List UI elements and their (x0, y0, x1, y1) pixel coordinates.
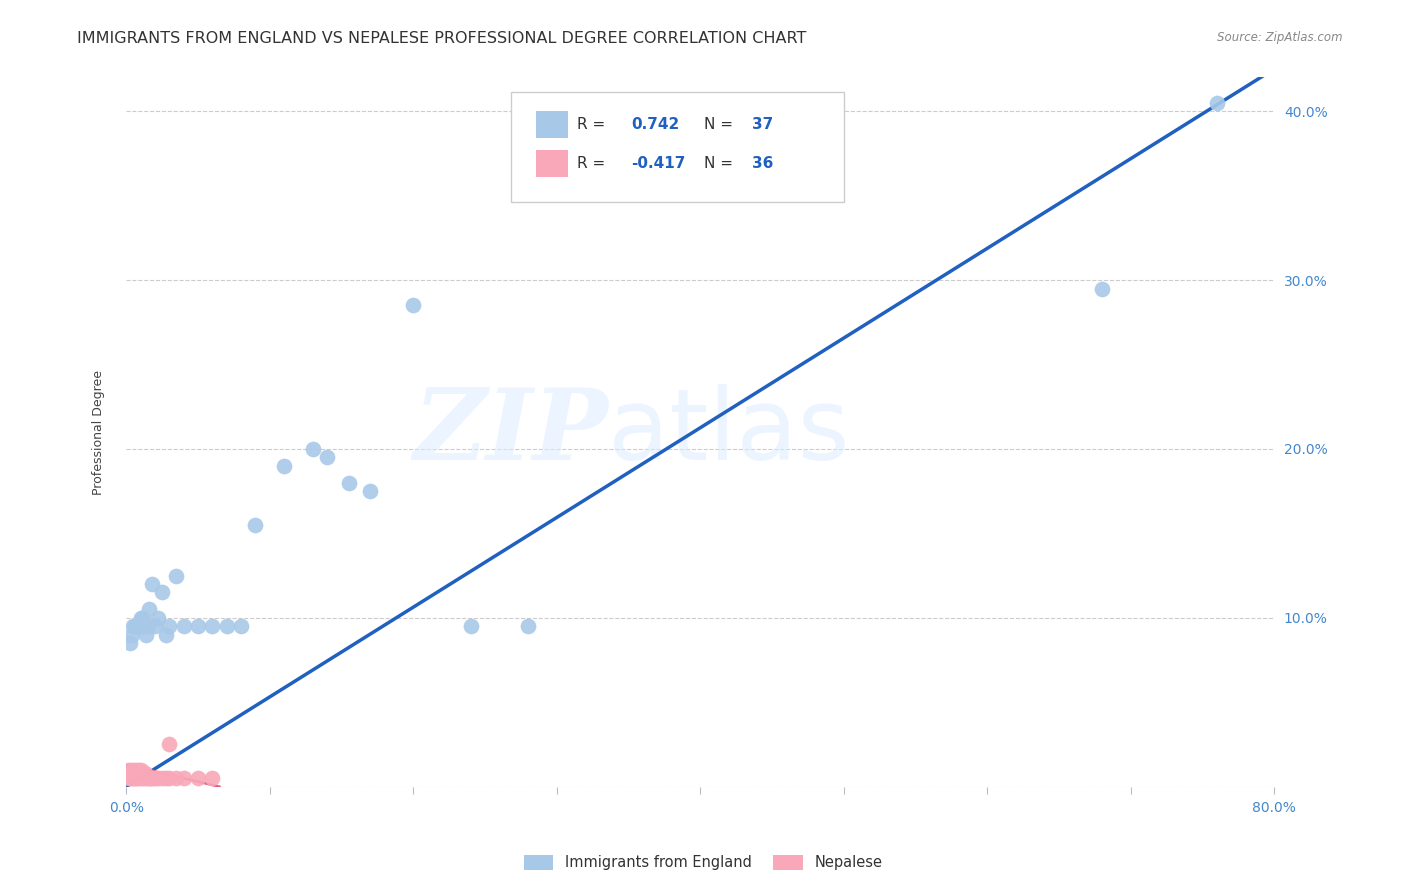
Y-axis label: Professional Degree: Professional Degree (93, 369, 105, 494)
Point (129, 771, 152, 785)
Point (201, 619, 224, 633)
Point (134, 766, 156, 780)
Point (138, 602, 160, 616)
Point (124, 771, 146, 785)
Point (229, 619, 252, 633)
Point (132, 619, 155, 633)
Point (157, 738, 180, 752)
Point (125, 771, 148, 785)
Point (301, 442, 323, 456)
Point (135, 771, 157, 785)
Point (460, 619, 482, 633)
Point (245, 517, 267, 532)
Point (129, 763, 152, 777)
Point (150, 585, 173, 599)
Point (316, 450, 339, 465)
Point (337, 475, 360, 490)
Text: N =: N = (703, 117, 738, 132)
Point (138, 771, 160, 785)
Text: N =: N = (703, 156, 738, 170)
Point (141, 577, 163, 591)
Point (201, 771, 224, 785)
Point (187, 771, 209, 785)
FancyBboxPatch shape (536, 111, 568, 137)
Point (155, 771, 177, 785)
Point (127, 771, 149, 785)
Text: atlas: atlas (609, 384, 851, 481)
Point (124, 763, 146, 777)
Point (129, 611, 152, 625)
Text: ZIP: ZIP (413, 384, 609, 480)
Legend: Immigrants from England, Nepalese: Immigrants from England, Nepalese (517, 848, 889, 876)
Point (127, 619, 149, 633)
Point (135, 628, 157, 642)
Point (127, 763, 149, 777)
Point (128, 766, 150, 780)
Point (134, 619, 156, 633)
FancyBboxPatch shape (510, 92, 844, 202)
Point (155, 628, 177, 642)
Point (173, 619, 195, 633)
Point (121, 763, 143, 777)
Text: R =: R = (578, 156, 610, 170)
Point (136, 619, 159, 633)
Text: R =: R = (578, 117, 610, 132)
Point (141, 771, 163, 785)
Point (143, 619, 166, 633)
Point (120, 771, 142, 785)
Point (131, 766, 153, 780)
Point (165, 568, 187, 582)
Point (187, 619, 209, 633)
Point (516, 619, 538, 633)
Point (1091, 281, 1114, 295)
Text: 0.742: 0.742 (631, 117, 679, 132)
FancyBboxPatch shape (536, 150, 568, 177)
Point (120, 636, 142, 650)
Text: Source: ZipAtlas.com: Source: ZipAtlas.com (1218, 31, 1343, 45)
Point (150, 771, 173, 785)
Point (122, 619, 145, 633)
Point (117, 766, 139, 780)
Point (157, 771, 180, 785)
Point (132, 771, 155, 785)
Point (124, 619, 146, 633)
Point (121, 628, 143, 642)
Text: 36: 36 (752, 156, 773, 170)
Text: IMMIGRANTS FROM ENGLAND VS NEPALESE PROFESSIONAL DEGREE CORRELATION CHART: IMMIGRANTS FROM ENGLAND VS NEPALESE PROF… (77, 31, 807, 46)
Point (122, 771, 145, 785)
Point (273, 458, 295, 473)
Point (402, 298, 425, 312)
Point (121, 771, 143, 785)
Point (136, 771, 159, 785)
Point (128, 619, 150, 633)
Point (1205, 95, 1227, 110)
Point (146, 771, 169, 785)
Point (165, 771, 187, 785)
Text: -0.417: -0.417 (631, 156, 686, 170)
Point (125, 619, 148, 633)
Point (359, 484, 381, 499)
Point (139, 771, 162, 785)
Point (143, 771, 166, 785)
Point (215, 619, 238, 633)
Point (157, 619, 180, 633)
Point (118, 771, 141, 785)
Point (146, 611, 169, 625)
Point (125, 766, 148, 780)
Point (118, 763, 141, 777)
Point (131, 611, 153, 625)
Point (122, 766, 145, 780)
Point (120, 766, 142, 780)
Point (173, 771, 195, 785)
Text: 37: 37 (752, 117, 773, 132)
